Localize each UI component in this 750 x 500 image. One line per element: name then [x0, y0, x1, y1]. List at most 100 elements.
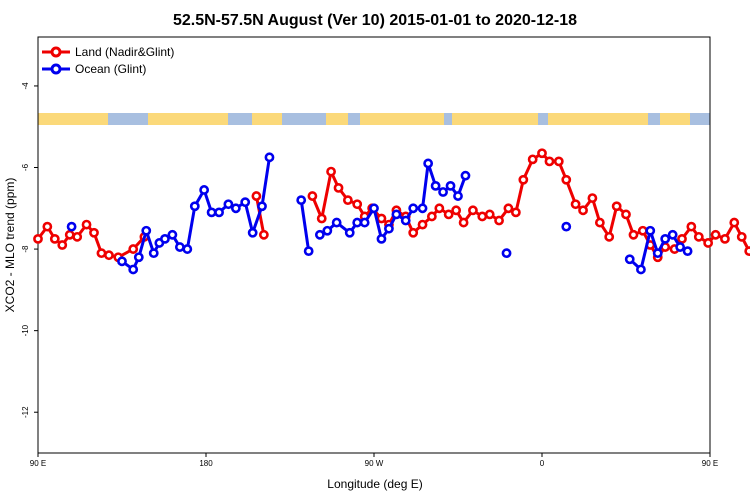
land-data-point: [527, 154, 538, 165]
ocean-data-point: [264, 152, 275, 163]
ocean-data-point: [182, 244, 193, 254]
x-tick-label: 90 E: [30, 459, 46, 468]
map-strip-land-2: [252, 113, 282, 125]
legend: Land (Nadir&Glint) Ocean (Glint): [42, 45, 174, 76]
land-data-point: [736, 231, 747, 242]
ocean-data-point: [148, 248, 159, 259]
land-data-point: [744, 246, 750, 257]
ocean-data-point: [369, 203, 379, 214]
legend-item-ocean: Ocean (Glint): [42, 62, 146, 76]
land-data-point: [604, 231, 615, 242]
ocean-data-point: [501, 248, 512, 259]
ocean-data-point: [384, 223, 394, 234]
ocean-data-point: [257, 201, 267, 212]
land-data-point: [64, 229, 75, 240]
map-strip-land-7: [660, 113, 690, 125]
x-tick-label: 180: [199, 459, 213, 468]
ocean-data-point: [189, 201, 200, 212]
ocean-data-point: [652, 248, 663, 259]
ocean-data-point: [682, 246, 693, 257]
ocean-data-point: [296, 195, 307, 206]
ocean-data-point: [314, 229, 325, 240]
ocean-data-point: [438, 187, 448, 197]
land-data-point: [426, 211, 437, 222]
ocean-data-point: [445, 180, 456, 191]
ocean-data-point: [376, 233, 387, 244]
land-data-point: [443, 209, 454, 220]
ocean-series-line: [121, 157, 271, 271]
land-data-point: [258, 229, 269, 240]
legend-land-marker: [50, 46, 62, 58]
map-strip-land-3: [326, 113, 348, 125]
chart-title: 52.5N-57.5N August (Ver 10) 2015-01-01 t…: [173, 12, 577, 29]
ocean-data-point: [322, 225, 333, 236]
land-data-point: [703, 238, 714, 248]
ocean-data-point: [460, 170, 471, 181]
ocean-data-point: [675, 242, 686, 252]
ocean-data-point: [206, 207, 217, 218]
map-strip-land-6: [548, 113, 648, 125]
legend-ocean-marker: [50, 63, 62, 75]
land-data-point: [710, 229, 721, 240]
land-data-point: [326, 166, 336, 177]
y-axis-label: XCO2 - MLO trend (ppm): [3, 178, 17, 313]
y-tick-label: -10: [21, 324, 30, 336]
x-axis: 90 E 180 90 W 0 90 E: [30, 453, 718, 468]
land-data-point: [307, 191, 318, 201]
legend-ocean-label: Ocean (Glint): [75, 62, 146, 76]
ocean-data-point: [303, 246, 314, 257]
land-data-point: [484, 209, 495, 220]
ocean-data-point: [247, 227, 258, 238]
map-strip-land-0: [38, 113, 108, 125]
ocean-data-point: [561, 221, 572, 232]
land-data-point: [408, 227, 419, 238]
land-data-point: [451, 205, 462, 216]
ocean-data-point: [223, 199, 234, 210]
land-data-point: [570, 199, 581, 210]
ocean-data-point: [128, 264, 139, 275]
land-data-point: [677, 233, 687, 244]
ocean-data-point: [240, 197, 251, 208]
land-data-point: [587, 193, 598, 203]
land-data-point: [553, 156, 564, 167]
land-data-point: [96, 248, 107, 259]
land-data-point: [251, 191, 262, 201]
y-tick-label: -8: [21, 245, 30, 253]
y-tick-label: -4: [21, 82, 30, 90]
land-data-point: [537, 148, 547, 159]
land-data-point: [477, 211, 488, 222]
land-data-point: [57, 240, 68, 250]
ocean-series-line: [299, 199, 311, 252]
ocean-data-point: [400, 215, 411, 226]
land-data-point: [376, 213, 387, 224]
x-axis-label: Longitude (deg E): [327, 477, 422, 491]
land-data-point: [33, 233, 43, 244]
y-tick-label: -6: [21, 163, 30, 171]
ocean-data-point: [417, 203, 428, 214]
ocean-data-point: [66, 221, 77, 232]
ocean-data-point: [117, 256, 127, 267]
land-data-point: [621, 209, 631, 220]
land-data-point: [81, 219, 92, 230]
ocean-data-point: [408, 203, 419, 214]
ocean-data-point: [645, 225, 656, 236]
map-strip-land-4: [360, 113, 444, 125]
ocean-data-point: [423, 158, 434, 169]
land-data-point: [518, 174, 529, 185]
land-data-point: [686, 221, 697, 232]
ocean-data-point: [331, 217, 342, 228]
legend-item-land: Land (Nadir&Glint): [42, 45, 174, 59]
land-data-point: [729, 217, 740, 228]
ocean-data-point: [174, 242, 185, 252]
x-tick-label: 90 E: [702, 459, 718, 468]
land-data-point: [503, 203, 514, 214]
land-data-point: [458, 217, 469, 228]
land-data-point: [628, 229, 639, 240]
ocean-data-point: [167, 229, 178, 240]
land-data-point: [352, 199, 363, 210]
map-strip-land-5: [452, 113, 538, 125]
ocean-data-point: [230, 203, 241, 214]
land-data-point: [49, 233, 60, 244]
land-data-point: [594, 217, 605, 228]
